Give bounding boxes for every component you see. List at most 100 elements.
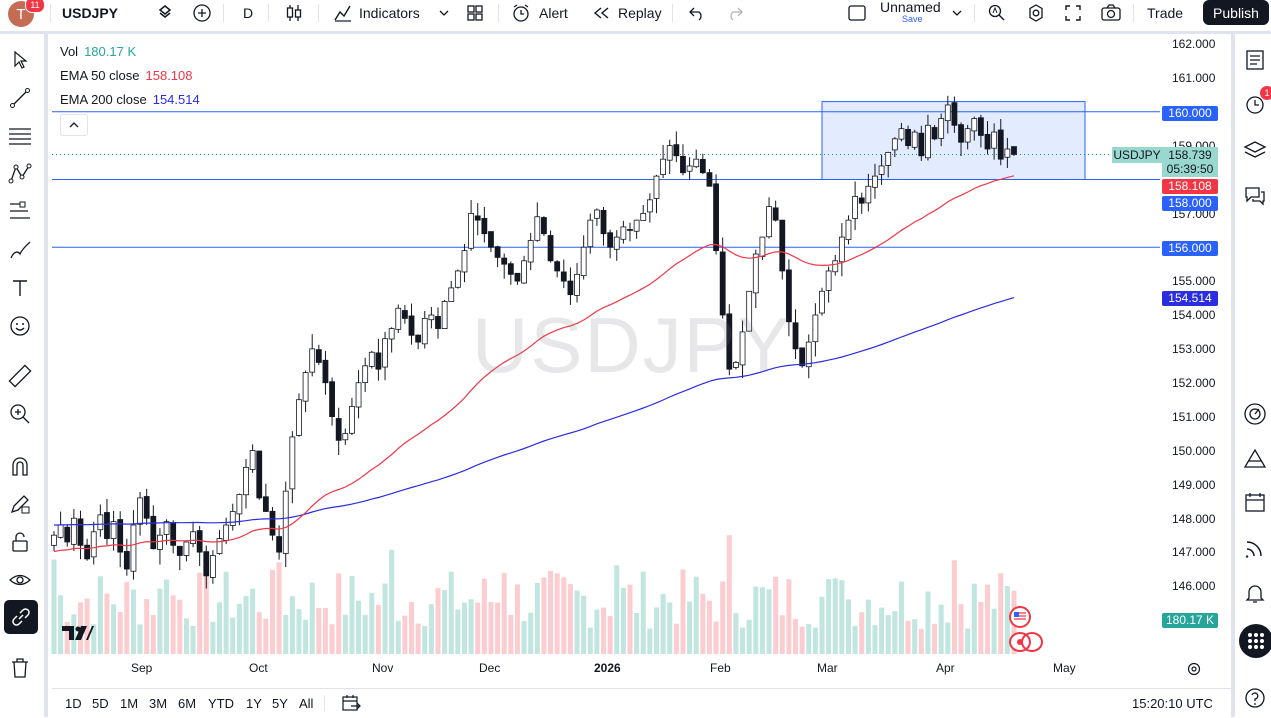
calendar-icon[interactable]	[1241, 488, 1269, 516]
hide-drawings-eye-icon[interactable]	[8, 568, 32, 592]
ema200-legend[interactable]: EMA 200 close 154.514	[60, 92, 200, 107]
tradingview-logo[interactable]	[62, 624, 94, 647]
save-layout-label[interactable]: Save	[902, 14, 923, 24]
candle-body	[554, 261, 561, 272]
pattern-icon[interactable]	[8, 162, 32, 186]
templates-grid-icon[interactable]	[466, 0, 484, 26]
candle-body	[256, 450, 263, 499]
volume-bar	[567, 584, 573, 654]
news-feed-icon[interactable]	[1241, 534, 1269, 562]
candle-body	[733, 362, 739, 368]
compare-symbol-icon[interactable]	[156, 0, 174, 26]
ema200-legend-label: EMA 200 close	[60, 92, 147, 107]
ema50-legend[interactable]: EMA 50 close 158.108	[60, 68, 193, 83]
volume-bar	[806, 624, 812, 654]
zoom-in-icon[interactable]	[8, 402, 32, 426]
pattern-triangle-icon[interactable]	[1241, 444, 1269, 472]
layout-checkbox-icon[interactable]	[847, 0, 867, 26]
volume-bar	[448, 571, 454, 654]
candle-body	[137, 497, 143, 525]
hline-160-label[interactable]: 160.000	[1162, 106, 1218, 121]
stay-in-drawing-mode-icon[interactable]	[8, 492, 32, 516]
us-flag-event-icon[interactable]	[1009, 606, 1031, 628]
range-3m[interactable]: 3M	[149, 696, 168, 711]
candle-body	[209, 555, 216, 578]
volume-bar	[97, 576, 103, 654]
ruler-measure-icon[interactable]	[8, 364, 32, 388]
link-sync-button[interactable]	[4, 600, 38, 634]
volume-bar	[667, 602, 673, 654]
fullscreen-icon[interactable]	[1064, 0, 1082, 26]
volume-bar	[263, 618, 269, 654]
notification-bell-icon[interactable]	[1241, 579, 1269, 607]
candle-body	[435, 316, 441, 329]
volume-legend[interactable]: Vol 180.17 K	[60, 44, 136, 59]
layers-icon[interactable]	[1241, 136, 1269, 164]
volume-bar	[634, 612, 640, 654]
candles-chart-type-icon[interactable]	[285, 0, 303, 26]
watchlist-icon[interactable]	[1241, 46, 1269, 74]
range-1m[interactable]: 1M	[120, 696, 139, 711]
quick-search-icon[interactable]	[987, 0, 1007, 26]
price-tick: 152.000	[1172, 376, 1216, 390]
gauge-icon[interactable]	[1241, 400, 1269, 428]
candle-body	[97, 514, 104, 531]
layout-chevron-icon[interactable]	[951, 0, 963, 26]
candle-body	[872, 175, 878, 188]
candle-body	[706, 172, 713, 187]
publish-button[interactable]: Publish	[1203, 0, 1269, 25]
utc-clock[interactable]: 15:20:10 UTC	[1132, 696, 1213, 711]
add-symbol-icon[interactable]	[192, 0, 212, 26]
lock-drawings-icon[interactable]	[8, 530, 32, 554]
range-1d[interactable]: 1D	[65, 696, 82, 711]
trash-icon[interactable]	[8, 656, 32, 680]
chat-ideas-icon[interactable]	[1241, 182, 1269, 210]
range-6m[interactable]: 6M	[178, 696, 197, 711]
range-5y[interactable]: 5Y	[272, 696, 288, 711]
alerts-clock-icon[interactable]	[1241, 90, 1269, 118]
candle-body	[236, 494, 243, 515]
economic-event-icon[interactable]	[1021, 632, 1043, 652]
range-all[interactable]: All	[299, 696, 314, 711]
volume-bar	[614, 565, 620, 654]
trade-button[interactable]: Trade	[1147, 5, 1184, 21]
cursor-arrow-icon[interactable]	[8, 48, 32, 72]
date-range-calendar-icon[interactable]	[341, 694, 361, 717]
hline-158-label[interactable]: 158.000	[1162, 196, 1218, 211]
candle-body	[203, 551, 210, 577]
hline-156-label[interactable]: 156.000	[1162, 241, 1218, 256]
volume-bar	[793, 618, 799, 654]
indicators-button[interactable]: Indicators	[333, 0, 420, 26]
magnet-icon[interactable]	[8, 454, 32, 478]
candle-body	[349, 406, 355, 434]
trend-line-icon[interactable]	[8, 86, 32, 110]
chart-settings-gear-icon[interactable]	[1186, 661, 1202, 682]
alert-button[interactable]: Alert	[511, 0, 568, 26]
volume-bar	[706, 600, 712, 654]
brush-icon[interactable]	[8, 238, 32, 262]
ema50-line	[53, 175, 1015, 553]
range-1y[interactable]: 1Y	[246, 696, 262, 711]
apps-grid-button[interactable]	[1239, 624, 1271, 658]
layout-name[interactable]: Unnamed	[880, 0, 941, 15]
camera-icon[interactable]	[1100, 0, 1122, 26]
price-chart[interactable]	[0, 0, 1231, 688]
redo-icon[interactable]	[726, 0, 744, 26]
range-ytd[interactable]: YTD	[208, 696, 234, 711]
collapse-legend-button[interactable]	[60, 114, 88, 136]
settings-gear-icon[interactable]	[1026, 0, 1046, 26]
candle-body	[190, 531, 196, 544]
indicators-dropdown-chevron-icon[interactable]	[438, 0, 450, 26]
text-tool-icon[interactable]	[8, 276, 32, 300]
undo-icon[interactable]	[688, 0, 706, 26]
replay-button[interactable]: Replay	[592, 0, 662, 26]
range-5d[interactable]: 5D	[92, 696, 109, 711]
volume-bar	[528, 612, 534, 654]
emoji-smile-icon[interactable]	[8, 314, 32, 338]
symbol-search[interactable]: USDJPY	[62, 0, 118, 26]
help-icon[interactable]	[1241, 684, 1269, 712]
interval-button[interactable]: D	[243, 0, 253, 26]
fib-lines-icon[interactable]	[8, 124, 32, 148]
forecasting-tools-icon[interactable]	[8, 200, 32, 224]
volume-bar	[91, 624, 97, 654]
